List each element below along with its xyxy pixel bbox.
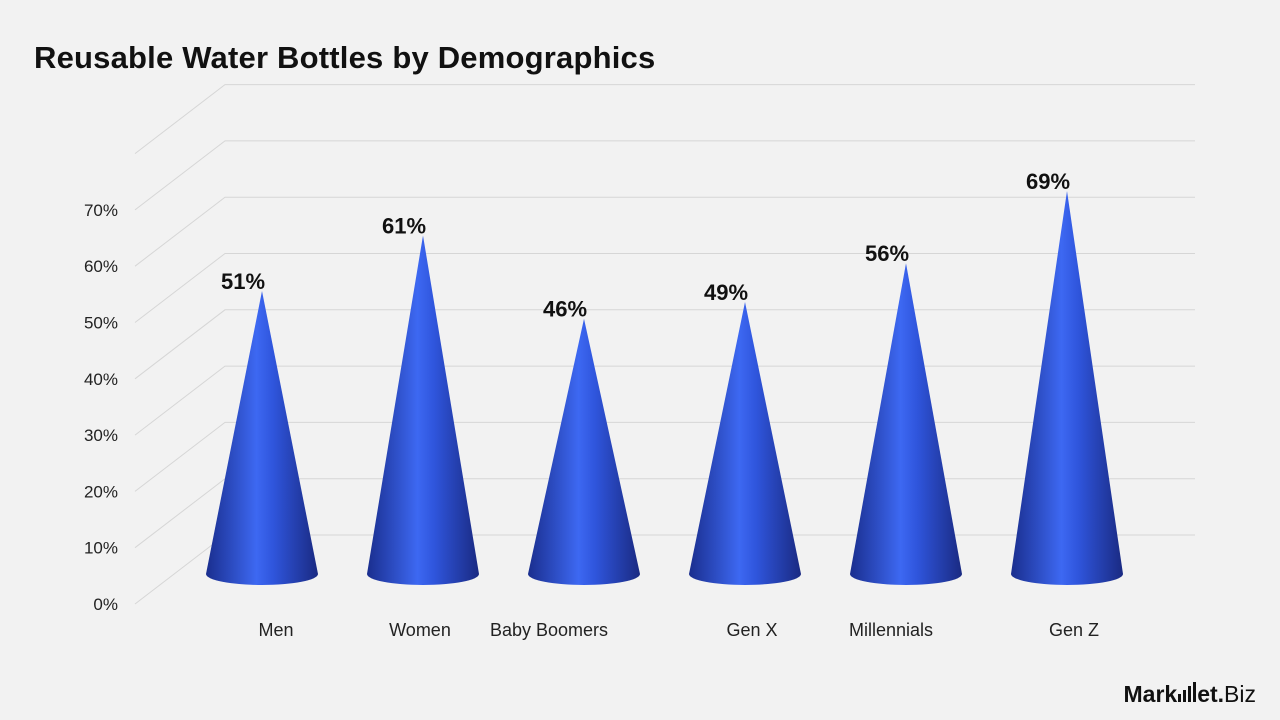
- grid-line: [134, 196, 1195, 267]
- grid-line: [134, 309, 1195, 380]
- grid-line: [134, 140, 1195, 211]
- cone-bar: [1011, 191, 1123, 586]
- brand-text-part2: et: [1197, 681, 1218, 707]
- y-tick-label: 40%: [84, 370, 118, 389]
- y-tick-label: 0%: [93, 595, 118, 614]
- data-label: 46%: [543, 297, 587, 322]
- category-label: Gen Z: [1049, 620, 1099, 640]
- data-labels: 51% 61% 46% 49% 56% 69%: [221, 169, 1070, 322]
- grid-line: [134, 84, 1195, 154]
- bar-chart-icon: [1178, 682, 1197, 702]
- grid-line: [134, 253, 1195, 323]
- y-tick-label: 70%: [84, 201, 118, 220]
- y-tick-label: 10%: [84, 539, 118, 558]
- category-label: Millennials: [849, 620, 933, 640]
- category-label: Men: [258, 620, 293, 640]
- data-label: 49%: [704, 280, 748, 305]
- y-tick-label: 50%: [84, 314, 118, 333]
- cone-bar: [528, 318, 640, 585]
- brand-dot: .: [1217, 681, 1225, 707]
- y-tick-label: 30%: [84, 426, 118, 445]
- data-label: 61%: [382, 213, 426, 238]
- brand-text-part3: Biz: [1224, 681, 1256, 707]
- data-label: 51%: [221, 269, 265, 294]
- data-label: 56%: [865, 241, 909, 266]
- chart-title: Reusable Water Bottles by Demographics: [34, 40, 656, 75]
- data-label: 69%: [1026, 169, 1070, 194]
- cones: [206, 191, 1123, 586]
- brand-logo: Mark et . Biz: [1124, 681, 1257, 708]
- cone-bar: [206, 290, 318, 585]
- category-label: Women: [389, 620, 451, 640]
- grid-line: [134, 421, 1195, 492]
- category-label: Gen X: [726, 620, 777, 640]
- cone-bar: [367, 235, 479, 585]
- x-axis: Men Women Baby Boomers Gen X Millennials Gen …: [258, 620, 1099, 640]
- brand-text-part1: Mark: [1123, 681, 1178, 707]
- category-label: Baby Boomers: [490, 620, 608, 640]
- cone-bar: [689, 302, 801, 585]
- y-axis: 0% 10% 20% 30% 40% 50% 60% 70%: [84, 201, 118, 614]
- grid-line: [134, 365, 1195, 436]
- cone-bar: [850, 263, 962, 585]
- y-tick-label: 60%: [84, 257, 118, 276]
- y-tick-label: 20%: [84, 482, 118, 501]
